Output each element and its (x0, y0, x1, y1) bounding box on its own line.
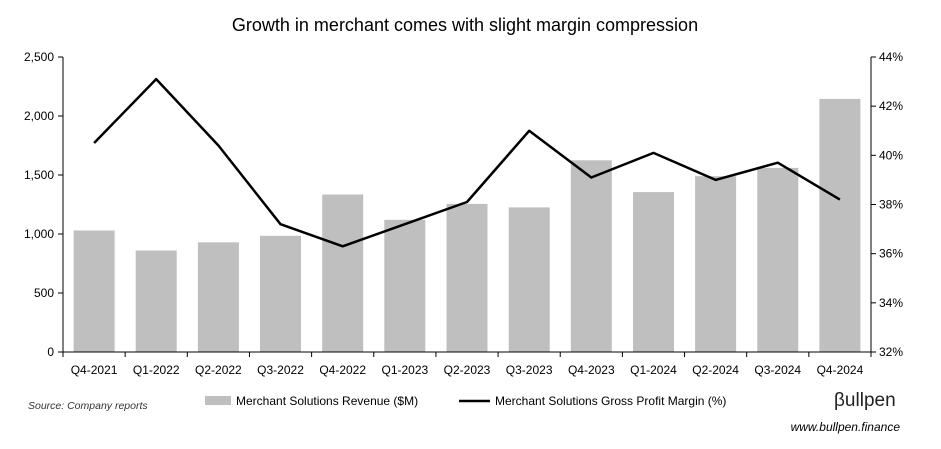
x-tick-label: Q1-2022 (133, 363, 180, 377)
y-left-tick-label: 1,000 (24, 227, 54, 241)
x-tick-label: Q2-2022 (195, 363, 242, 377)
bar (73, 230, 115, 352)
bar (197, 242, 239, 352)
y-right-tick-label: 36% (879, 247, 903, 261)
x-tick-label: Q4-2024 (817, 363, 864, 377)
x-tick-label: Q2-2024 (692, 363, 739, 377)
bar-series (73, 98, 861, 353)
y-left-tick-label: 2,500 (24, 50, 54, 64)
bar (695, 176, 737, 352)
y-right-tick-label: 32% (879, 345, 903, 359)
legend-swatch-revenue (205, 396, 231, 405)
x-tick-label: Q2-2023 (444, 363, 491, 377)
legend-label-margin: Merchant Solutions Gross Profit Margin (… (495, 394, 726, 408)
y-right-tick-label: 42% (879, 99, 903, 113)
y-left-tick-label: 2,000 (24, 109, 54, 123)
y-right-tick-label: 38% (879, 198, 903, 212)
line-series (93, 77, 841, 248)
legend: Merchant Solutions Revenue ($M) Merchant… (205, 394, 726, 408)
bar (570, 160, 612, 353)
bar (384, 219, 426, 352)
brand-logo: βullpen (834, 390, 896, 411)
x-tick-label: Q4-2022 (319, 363, 366, 377)
y-left-tick-label: 1,500 (24, 168, 54, 182)
y-left-tick-label: 500 (34, 286, 54, 300)
y-right-tick-label: 34% (879, 296, 903, 310)
x-tick-label: Q1-2024 (630, 363, 677, 377)
bar (508, 207, 550, 352)
x-tick-label: Q3-2023 (506, 363, 553, 377)
bar (260, 235, 301, 352)
bar (322, 194, 364, 352)
bar (633, 192, 674, 352)
x-tick-label: Q3-2022 (257, 363, 304, 377)
axes: 0 500 1,000 1,500 2,000 2,500 32% 34% 36% 38% 40% 4… (24, 50, 903, 377)
legend-label-revenue: Merchant Solutions Revenue ($M) (236, 394, 418, 408)
source-note: Source: Company reports (28, 400, 148, 412)
chart-title: Growth in merchant comes with slight mar… (232, 15, 698, 35)
bar (446, 203, 488, 352)
margin-line (93, 77, 841, 248)
y-right-tick-label: 44% (879, 50, 903, 64)
x-tick-label: Q4-2023 (568, 363, 615, 377)
y-right-tick-label: 40% (879, 148, 903, 162)
bar (819, 98, 861, 353)
bar (757, 167, 799, 352)
website-url: www.bullpen.finance (791, 420, 901, 434)
bar (135, 250, 177, 352)
x-tick-label: Q1-2023 (381, 363, 428, 377)
x-tick-label: Q3-2024 (754, 363, 801, 377)
x-tick-label: Q4-2021 (71, 363, 118, 377)
y-left-tick-label: 0 (47, 345, 54, 359)
